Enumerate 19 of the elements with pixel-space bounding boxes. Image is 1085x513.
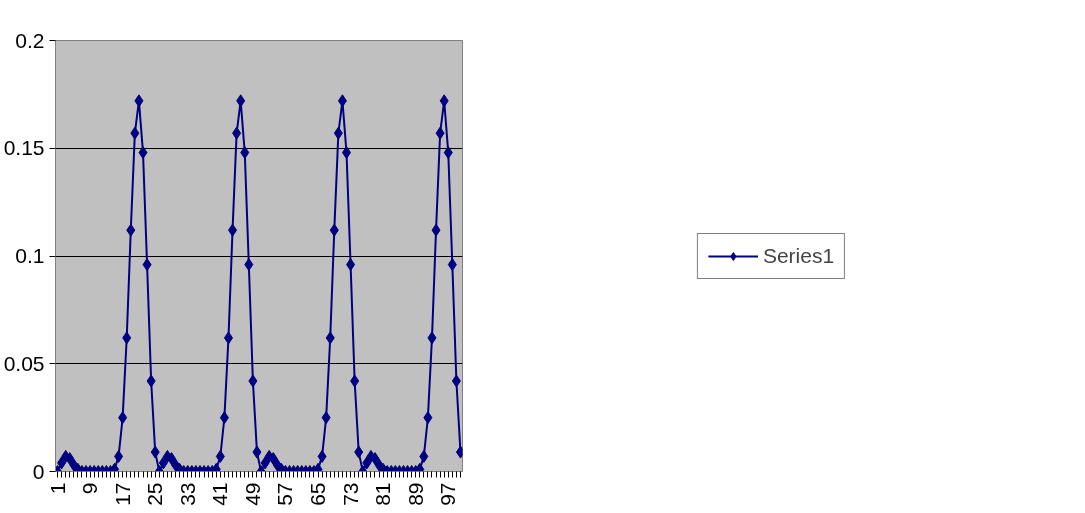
x-tick-label: 49 — [240, 482, 264, 506]
x-tick-label: 25 — [143, 482, 167, 506]
y-tick-label: 0.05 — [3, 351, 45, 375]
x-tick-label: 65 — [306, 482, 330, 506]
x-tick-label: 33 — [175, 482, 199, 506]
y-tick-label: 0 — [32, 459, 45, 483]
x-tick-label: 81 — [371, 482, 395, 506]
x-tick-label: 97 — [436, 482, 460, 506]
x-tick-label: 73 — [338, 482, 362, 506]
x-tick-label: 41 — [208, 482, 232, 506]
y-tick-label: 0.1 — [15, 244, 45, 267]
y-tick-label: 0.15 — [3, 136, 45, 160]
x-tick-label: 89 — [403, 482, 427, 506]
y-tick-label: 0.2 — [15, 28, 45, 52]
legend-label: Series1 — [762, 243, 835, 268]
x-tick-label: 9 — [78, 482, 102, 495]
x-tick-label: 57 — [273, 482, 297, 506]
x-tick-label: 1 — [45, 482, 69, 495]
x-tick-label: 17 — [110, 482, 134, 506]
